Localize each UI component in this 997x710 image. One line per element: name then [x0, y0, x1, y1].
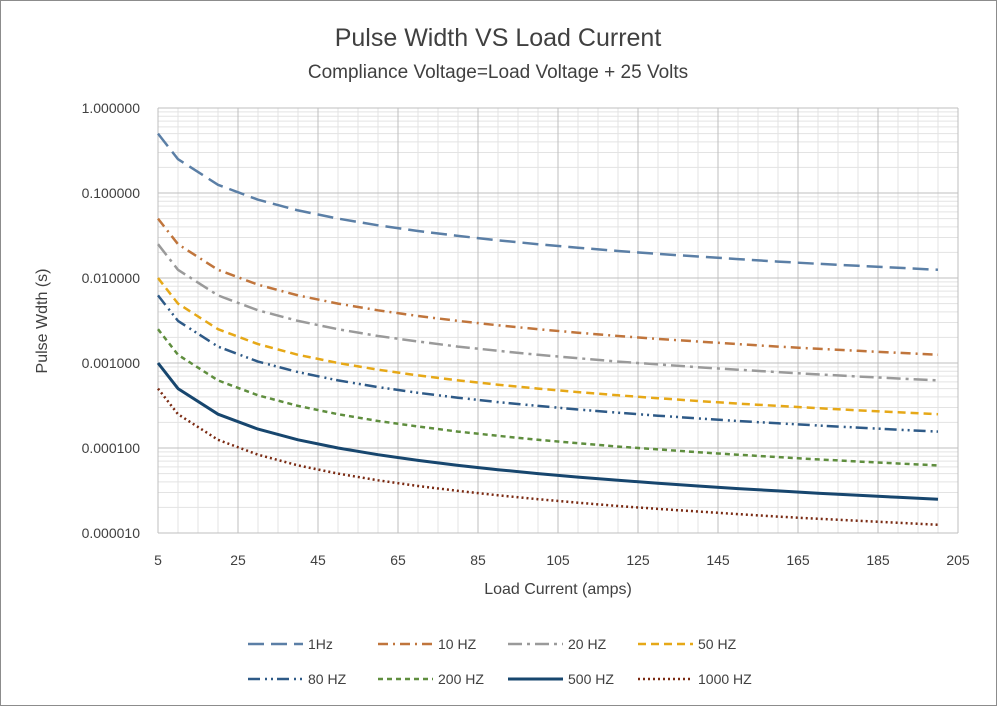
- x-tick-label: 65: [390, 552, 406, 568]
- legend-label-1hz: 1Hz: [308, 636, 333, 652]
- y-tick-label: 0.000100: [82, 440, 141, 456]
- legend-label-1000-hz: 1000 HZ: [698, 671, 752, 687]
- x-tick-label: 165: [786, 552, 810, 568]
- series-line-500-hz: [156, 362, 939, 501]
- series-line-80-hz: [157, 294, 939, 433]
- y-tick-label: 0.010000: [82, 270, 141, 286]
- series-line-50-hz: [157, 277, 939, 416]
- x-axis-title: Load Current (amps): [484, 581, 632, 598]
- grid: [157, 107, 959, 534]
- x-tick-label: 145: [706, 552, 730, 568]
- x-tick-label: 25: [230, 552, 246, 568]
- x-tick-label: 85: [470, 552, 486, 568]
- x-tick-label: 125: [626, 552, 650, 568]
- x-tick-label: 5: [154, 552, 162, 568]
- y-tick-label: 0.000010: [82, 525, 141, 541]
- x-tick-label: 205: [946, 552, 970, 568]
- legend: 1Hz 10 HZ 20 HZ 50 HZ 80 HZ 200 HZ 500 HZ 1000 …: [248, 636, 752, 687]
- series-line-1000-hz: [157, 387, 939, 527]
- legend-label-80-hz: 80 HZ: [308, 671, 347, 687]
- series-line-1hz: [157, 132, 939, 272]
- y-tick-label: 0.100000: [82, 185, 141, 201]
- x-tick-label: 185: [866, 552, 890, 568]
- legend-label-20-hz: 20 HZ: [568, 636, 607, 652]
- y-axis-title: Pulse Wdth (s): [34, 269, 51, 374]
- y-tick-label: 0.001000: [82, 355, 141, 371]
- legend-label-50-hz: 50 HZ: [698, 636, 737, 652]
- x-axis-ticks: 5 25 45 65 85 105 125 145 165 185 205: [154, 552, 970, 568]
- x-tick-label: 105: [546, 552, 570, 568]
- series-line-200-hz: [157, 328, 939, 467]
- chart-title: Pulse Width VS Load Current: [335, 24, 662, 52]
- legend-label-10-hz: 10 HZ: [438, 636, 477, 652]
- y-tick-label: 1.000000: [82, 100, 141, 116]
- chart-subtitle: Compliance Voltage=Load Voltage + 25 Vol…: [308, 62, 688, 83]
- series-lines: [156, 132, 939, 527]
- y-axis-ticks: 0.000010 0.000100 0.001000 0.010000 0.100000…: [82, 100, 141, 541]
- x-tick-label: 45: [310, 552, 326, 568]
- series-line-10-hz: [157, 217, 939, 357]
- legend-label-200-hz: 200 HZ: [438, 671, 484, 687]
- legend-label-500-hz: 500 HZ: [568, 671, 614, 687]
- series-line-20-hz: [157, 243, 939, 382]
